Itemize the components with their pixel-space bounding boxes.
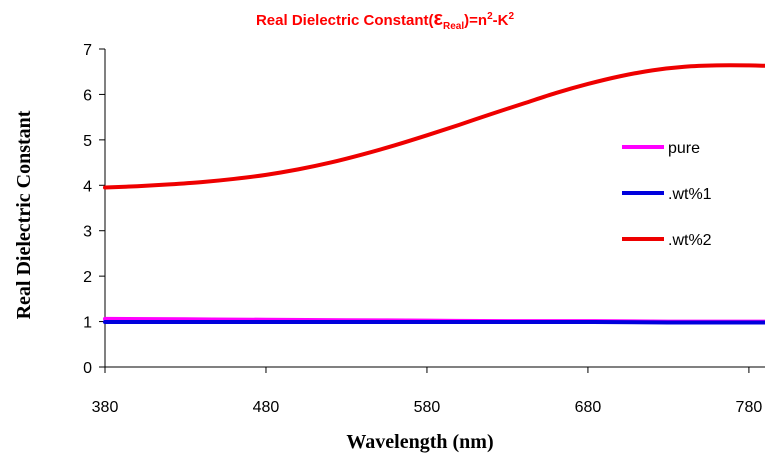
x-tick-label: 380	[92, 399, 119, 416]
x-tick-label: 580	[414, 399, 441, 416]
y-axis-label: Real Dielectric Constant	[13, 110, 35, 319]
legend-label: pure	[668, 140, 700, 157]
legend: pure .wt%1 .wt%2	[622, 140, 712, 249]
y-tick-label: 2	[83, 269, 92, 286]
title-sup1: 2	[487, 11, 493, 22]
series-line-wt-1	[103, 319, 765, 325]
title-sup2: 2	[508, 11, 514, 22]
y-tick-label: 0	[83, 360, 92, 377]
x-tick-label: 680	[575, 399, 602, 416]
x-tick-label: 780	[736, 399, 763, 416]
title-epsilon: ε	[434, 8, 444, 30]
title-prefix: Real Dielectric Constant(	[256, 12, 434, 29]
y-tick-label: 3	[83, 224, 92, 241]
y-tick-label: 1	[83, 315, 92, 332]
title-dash: -K	[493, 12, 509, 29]
chart-title: Real Dielectric Constant(εReal)=n2-K2	[256, 8, 514, 32]
y-tick-label: 5	[83, 133, 92, 150]
series-line-wt-2	[103, 63, 765, 190]
title-subscript: Real	[443, 21, 464, 32]
y-tick-label: 7	[83, 42, 92, 59]
y-tick-label: 6	[83, 87, 92, 104]
x-tick-label: 480	[253, 399, 280, 416]
legend-label: .wt%2	[668, 232, 712, 249]
x-axis-label: Wavelength (nm)	[346, 431, 493, 453]
title-middle: )=n	[464, 12, 487, 29]
legend-label: .wt%1	[668, 186, 712, 203]
plot-area: 0 1 2 3 4 5 6 7 380 480 580 680 780	[83, 42, 765, 416]
y-tick-label: 4	[83, 178, 92, 195]
